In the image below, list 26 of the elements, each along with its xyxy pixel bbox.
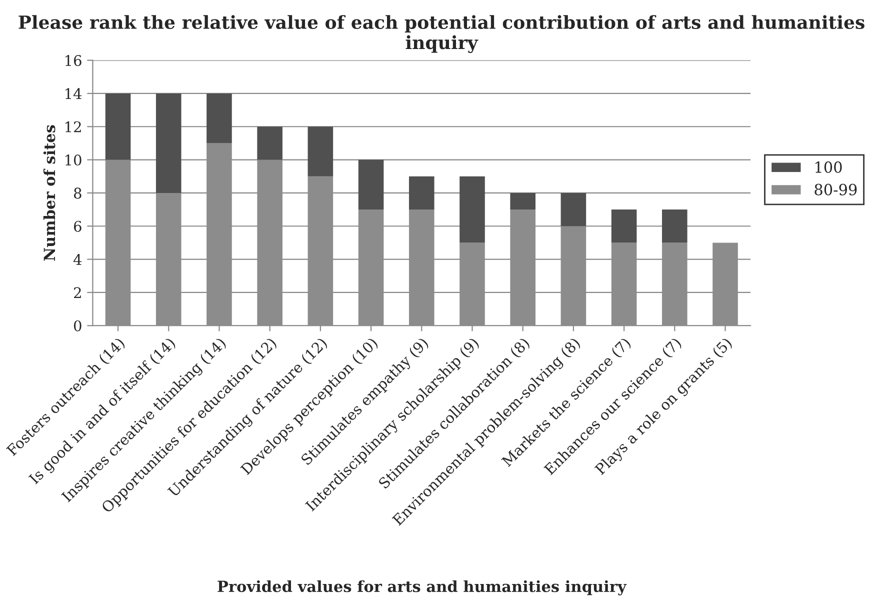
bar bbox=[510, 192, 536, 210]
y-tick-label: 10 bbox=[66, 154, 82, 166]
y-tick-label: 0 bbox=[74, 320, 82, 332]
y-tick-label: 16 bbox=[66, 55, 82, 66]
bar bbox=[611, 210, 637, 243]
y-tick-label: 12 bbox=[66, 121, 81, 132]
bar bbox=[308, 126, 334, 176]
bar bbox=[105, 93, 131, 160]
bar bbox=[206, 93, 232, 144]
legend-label: 80-99 bbox=[814, 184, 857, 196]
y-tick-label: 6 bbox=[74, 220, 82, 232]
legend-label: 100 bbox=[816, 161, 842, 173]
bar bbox=[560, 192, 586, 226]
y-tick-label: 4 bbox=[73, 254, 82, 265]
y-tick-label: 14 bbox=[66, 88, 82, 100]
chart-title: Please rank the relative value of each potential contribution of arts and humanities inquiry bbox=[18, 15, 864, 54]
bar bbox=[358, 160, 384, 210]
x-axis-title: Provided values for arts and humanities inquiry bbox=[218, 580, 627, 596]
bar bbox=[460, 176, 485, 243]
bar bbox=[408, 176, 434, 210]
bar bbox=[257, 126, 282, 160]
bar bbox=[156, 93, 182, 193]
bar bbox=[662, 210, 688, 243]
y-axis-title: Number of sites bbox=[43, 125, 56, 261]
y-tick-label: 2 bbox=[74, 287, 81, 298]
y-tick-label: 8 bbox=[74, 188, 82, 199]
